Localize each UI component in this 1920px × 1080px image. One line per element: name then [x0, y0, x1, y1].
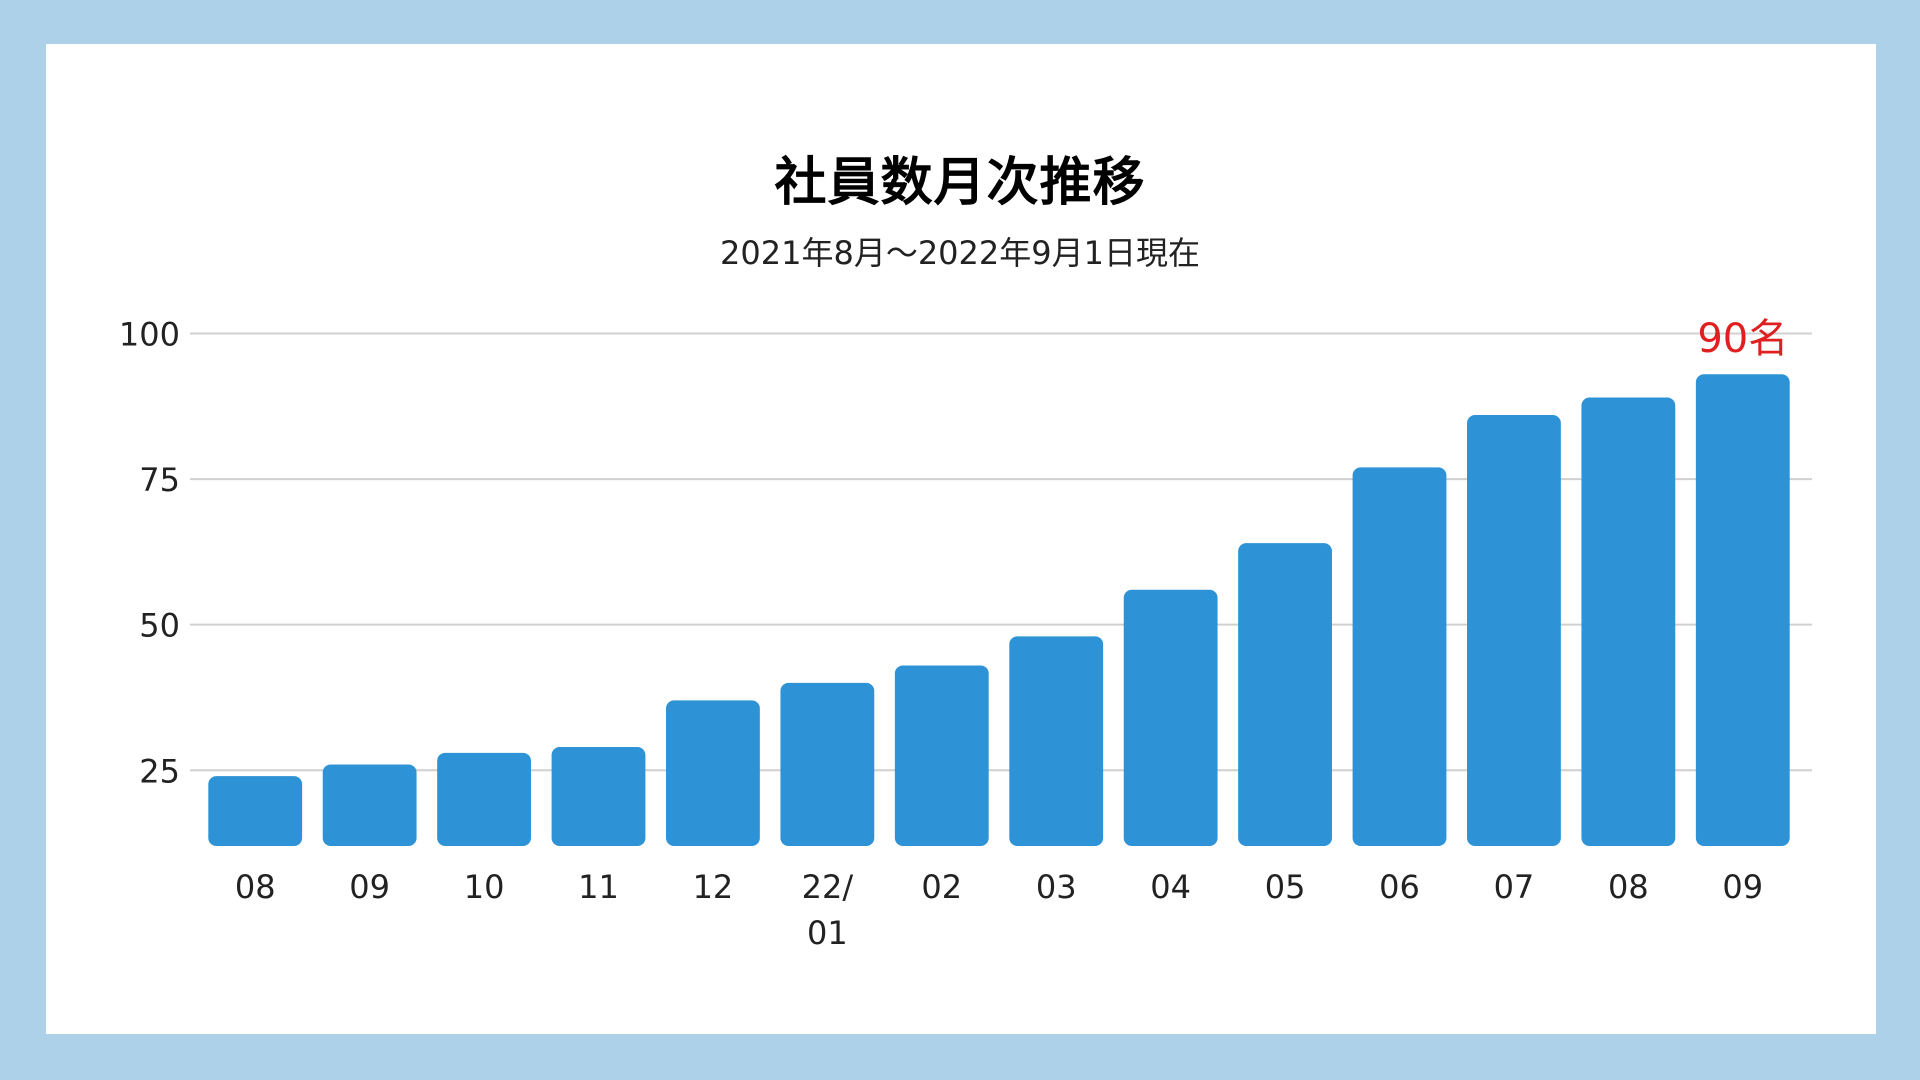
annotations: 90名 — [1697, 316, 1788, 362]
x-tick-label: 22/01 — [802, 868, 854, 952]
x-tick-label: 08 — [235, 868, 276, 906]
y-tick-label: 100 — [119, 315, 180, 353]
bar-5 — [780, 682, 875, 846]
x-tick-label: 06 — [1379, 868, 1420, 906]
x-tick-label: 11 — [578, 868, 619, 906]
bar-6 — [894, 665, 989, 846]
y-tick-label: 25 — [139, 752, 180, 790]
chart-card — [46, 44, 1876, 1034]
x-tick-label: 08 — [1608, 868, 1649, 906]
chart-subtitle: 2021年8月～2022年9月1日現在 — [720, 234, 1200, 272]
bar-12 — [1581, 397, 1676, 846]
x-tick-label: 02 — [921, 868, 962, 906]
x-tick-label: 09 — [349, 868, 390, 906]
x-tick-label: 05 — [1265, 868, 1306, 906]
x-tick-label: 12 — [693, 868, 734, 906]
annotation-label: 90名 — [1697, 316, 1788, 362]
x-tick-label: 04 — [1150, 868, 1191, 906]
bar-11 — [1467, 415, 1561, 846]
x-axis-labels: 08 09 10 11 12 22/01 02 03 04 05 06 07 08 09 — [235, 868, 1763, 952]
bar-10 — [1352, 467, 1447, 846]
bar-4 — [666, 700, 760, 846]
bar-3 — [551, 746, 646, 846]
bar-0 — [208, 776, 303, 846]
y-tick-label: 75 — [139, 461, 180, 499]
y-tick-label: 50 — [139, 607, 180, 645]
bar-1 — [322, 764, 417, 846]
bar-9 — [1238, 543, 1332, 846]
bar-2 — [437, 752, 531, 846]
x-tick-label: 03 — [1036, 868, 1077, 906]
bar-8 — [1123, 589, 1218, 846]
x-tick-label: 10 — [464, 868, 505, 906]
x-tick-label: 07 — [1494, 868, 1535, 906]
bars — [208, 374, 1790, 846]
gridlines — [190, 332, 1812, 772]
x-tick-label: 09 — [1722, 868, 1763, 906]
bar-13 — [1695, 374, 1790, 846]
chart-title: 社員数月次推移 — [774, 153, 1146, 213]
y-axis-ticks: 25 50 75 100 — [119, 315, 180, 790]
bar-7 — [1009, 636, 1104, 846]
